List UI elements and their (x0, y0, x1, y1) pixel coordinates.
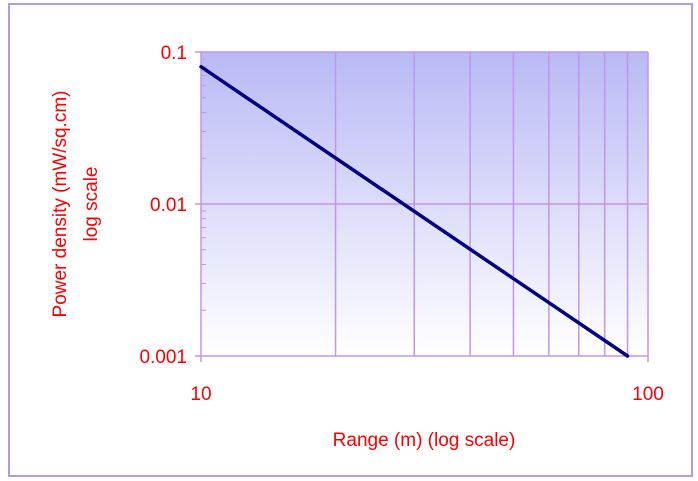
series-layer (199, 64, 630, 358)
y-tick-label: 0.001 (139, 347, 187, 368)
y-tick-label: 0.01 (150, 195, 187, 216)
y-axis-title-line: Power density (mW/sq.cm) (50, 91, 71, 318)
y-axis-title-line: log scale (81, 167, 102, 242)
series-line (199, 64, 630, 358)
grid-layer (201, 51, 649, 356)
x-tick-label: 10 (190, 384, 211, 405)
y-tick-label: 0.1 (161, 43, 187, 64)
x-tick-label: 100 (632, 384, 664, 405)
x-axis-title: Range (m) (log scale) (333, 430, 516, 451)
